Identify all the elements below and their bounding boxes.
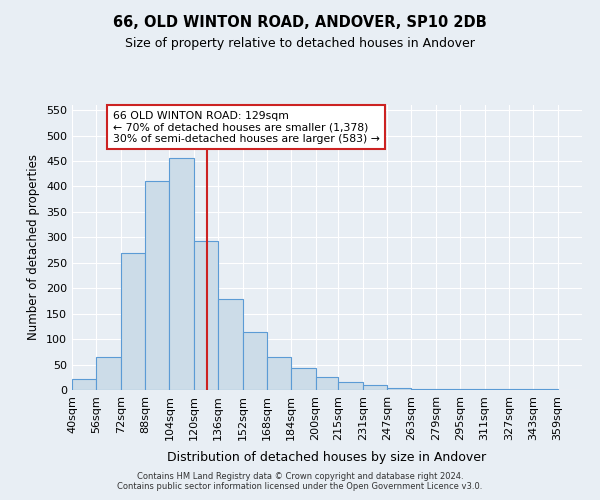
Text: 66 OLD WINTON ROAD: 129sqm
← 70% of detached houses are smaller (1,378)
30% of s: 66 OLD WINTON ROAD: 129sqm ← 70% of deta… — [113, 110, 380, 144]
Bar — [387, 388, 412, 390]
Bar — [145, 182, 169, 390]
Bar — [363, 385, 387, 390]
Bar — [291, 368, 316, 390]
Bar — [169, 158, 194, 390]
Text: Contains public sector information licensed under the Open Government Licence v3: Contains public sector information licen… — [118, 482, 482, 491]
Text: Contains HM Land Registry data © Crown copyright and database right 2024.: Contains HM Land Registry data © Crown c… — [137, 472, 463, 481]
Bar — [460, 389, 485, 390]
Bar — [316, 378, 338, 390]
Bar — [97, 357, 121, 390]
Bar — [412, 389, 436, 390]
Y-axis label: Number of detached properties: Number of detached properties — [28, 154, 40, 340]
Bar — [194, 241, 218, 390]
Text: 66, OLD WINTON ROAD, ANDOVER, SP10 2DB: 66, OLD WINTON ROAD, ANDOVER, SP10 2DB — [113, 15, 487, 30]
Bar — [242, 332, 267, 390]
Text: Size of property relative to detached houses in Andover: Size of property relative to detached ho… — [125, 38, 475, 51]
Bar — [72, 379, 97, 390]
Bar — [436, 389, 460, 390]
Bar — [267, 357, 291, 390]
Bar — [218, 300, 242, 390]
Text: Distribution of detached houses by size in Andover: Distribution of detached houses by size … — [167, 451, 487, 464]
Bar — [338, 382, 363, 390]
Bar — [121, 252, 145, 390]
